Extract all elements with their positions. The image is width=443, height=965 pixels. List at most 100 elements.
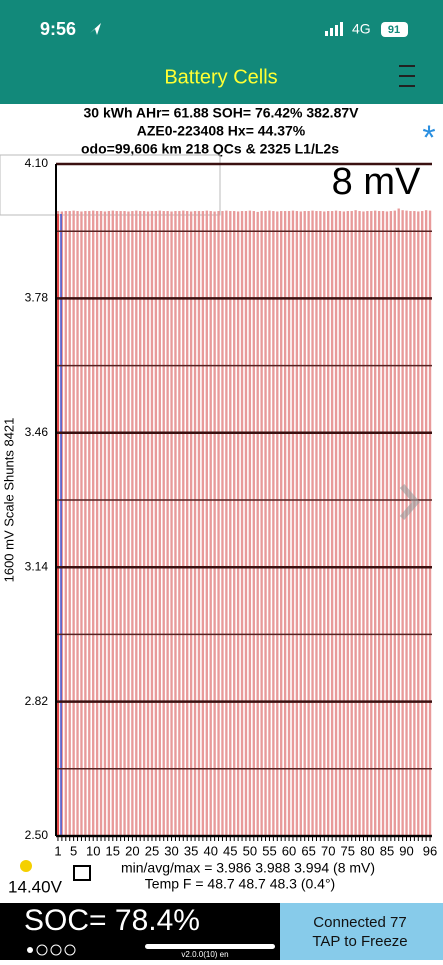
bar [158,210,161,836]
y-tick-label: 3.46 [25,425,49,439]
bar [99,211,103,837]
aux-voltage: 14.40V [8,877,63,896]
connect-button[interactable] [280,903,443,960]
bar [142,211,146,837]
bar [323,211,326,836]
bar [240,211,244,837]
bar [119,211,122,837]
y-tick-label: 3.78 [25,291,49,305]
bar [272,211,275,837]
bar [366,211,369,837]
next-arrow[interactable] [399,484,420,520]
plot: 1 5 10 15 20 25 30 35 40 45 50 55 60 65 70 75 80 85 90 96 4.… [25,156,438,858]
x-tick-label: 96 [423,843,437,858]
bar [311,210,314,836]
info-line: odo=99,606 km 218 QCs & 2325 L1/L2s [81,141,339,157]
bar [413,211,416,837]
x-tick-label: 75 [341,843,355,858]
bar [276,211,279,836]
bar [334,210,338,836]
bar [424,210,428,836]
bar [303,211,306,837]
bar [201,211,205,837]
bar [315,211,318,837]
y-axis-title: 1600 mV Scale Shunts 8421 [1,418,16,583]
bar [428,210,432,836]
bar [397,208,400,836]
bar [178,211,181,837]
bar [197,211,201,837]
bulb-icon[interactable] [20,860,32,872]
bar [374,210,377,836]
bar [256,211,259,836]
x-tick-label: 25 [145,843,159,858]
bar [287,211,291,837]
version: v2.0.0(10) en [181,950,228,959]
x-tick-label: 1 [54,843,61,858]
bar [354,210,357,836]
y-tick-label: 2.50 [25,828,49,842]
calendar-icon[interactable] [73,865,91,881]
bar [370,211,373,837]
bar [150,211,154,837]
home-indicator [145,944,275,949]
x-tick-label: 55 [262,843,276,858]
bar [84,211,87,837]
bar [135,210,138,836]
x-tick-label: 20 [125,843,139,858]
bar [170,211,173,836]
y-tick-label: 3.14 [25,559,49,573]
bar [342,211,346,836]
bar [381,211,385,837]
bar [405,210,408,836]
bar [346,211,349,837]
bar [193,211,197,837]
bar [233,211,236,837]
tap-to-freeze: TAP to Freeze [312,933,407,950]
bar [268,210,271,836]
bar [189,211,193,836]
bar [166,211,169,837]
page-dots [27,944,76,956]
x-tick-label: 15 [106,843,120,858]
soc: SOC= 78.4% [24,904,200,937]
menu-button[interactable] [399,65,415,87]
bar [186,211,189,837]
x-tick-label: 80 [360,843,374,858]
x-tick-label: 70 [321,843,335,858]
bar [213,211,216,836]
bar [217,211,220,837]
temperature: Temp F = 48.7 48.7 48.3 (0.4°) [145,876,335,892]
bar [319,211,322,837]
bar [252,211,255,837]
bar [236,211,240,836]
bar [229,211,232,837]
bar [111,210,114,836]
bar [358,211,361,837]
bar [307,211,310,837]
scale-annotation: 8 mV [332,161,421,203]
bar [154,211,158,837]
signal-icon [325,22,343,36]
bar [291,210,295,836]
y-tick-label: 4.10 [25,156,49,170]
battery-icon [381,22,408,37]
location-icon [90,23,101,35]
x-tick-label: 50 [243,843,257,858]
battery-level: 91 [388,24,400,36]
x-tick-label: 90 [399,843,413,858]
x-tick-label: 45 [223,843,237,858]
x-tick-label: 5 [70,843,77,858]
stats: min/avg/max = 3.986 3.988 3.994 (8 mV) [121,860,375,876]
bar [389,211,393,837]
bar [209,211,212,837]
bar [421,211,424,837]
bar [409,211,412,837]
x-tick-label: 35 [184,843,198,858]
bar [205,210,208,836]
bar [76,211,79,837]
bar [88,211,91,837]
bar [80,211,83,836]
settings-star[interactable]: * [422,119,435,157]
